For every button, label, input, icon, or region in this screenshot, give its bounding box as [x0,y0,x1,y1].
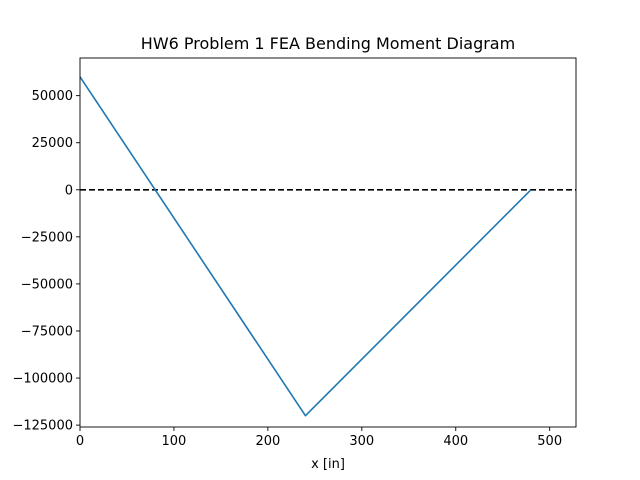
y-tick-label-0: 0 [65,183,73,198]
x-tick-label-300: 300 [349,434,374,449]
y-tick-label--50000: −50000 [21,277,73,292]
x-tick-label-100: 100 [162,434,187,449]
x-tick-label-200: 200 [255,434,280,449]
x-axis-label: x [in] [311,457,345,472]
plot-area: 0 100 200 300 400 500 50000 25000 0 −25000 −50000 −… [12,57,577,449]
plot-frame [79,57,577,428]
x-tick-label-500: 500 [537,434,562,449]
y-tick-label--75000: −75000 [21,324,73,339]
chart-title: HW6 Problem 1 FEA Bending Moment Diagram [141,34,515,53]
y-tick-label--100000: −100000 [12,372,73,387]
y-tick-label-50000: 50000 [32,89,73,104]
y-tick-label--125000: −125000 [12,419,73,434]
y-tick-label--25000: −25000 [21,230,73,245]
y-tick-label-25000: 25000 [32,136,73,151]
x-tick-label-400: 400 [443,434,468,449]
x-tick-label-0: 0 [76,434,84,449]
series-line-0 [79,76,532,417]
